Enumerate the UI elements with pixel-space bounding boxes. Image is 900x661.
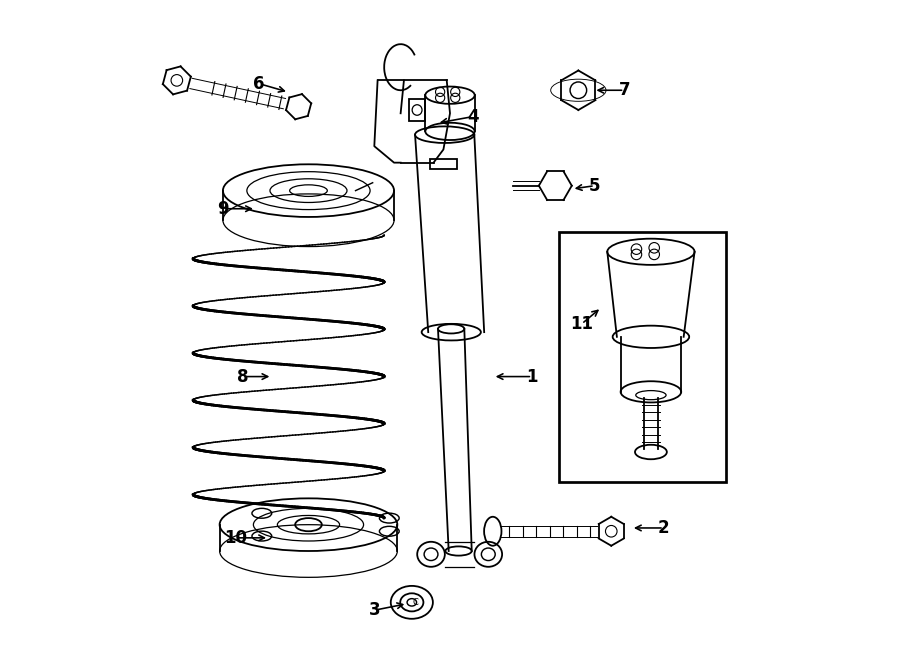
Text: C: C	[412, 598, 418, 607]
Bar	[430, 159, 456, 169]
Text: 1: 1	[526, 368, 538, 385]
Text: 9: 9	[217, 200, 229, 217]
Text: 7: 7	[618, 81, 630, 99]
Text: 5: 5	[590, 176, 600, 195]
Bar	[559, 232, 726, 482]
Text: 8: 8	[237, 368, 248, 385]
Text: 4: 4	[467, 108, 479, 126]
Text: 11: 11	[570, 315, 593, 333]
Text: 3: 3	[368, 602, 380, 619]
Text: 6: 6	[254, 75, 265, 93]
Text: 2: 2	[658, 519, 670, 537]
Text: 10: 10	[225, 529, 248, 547]
Bar	[409, 99, 426, 120]
